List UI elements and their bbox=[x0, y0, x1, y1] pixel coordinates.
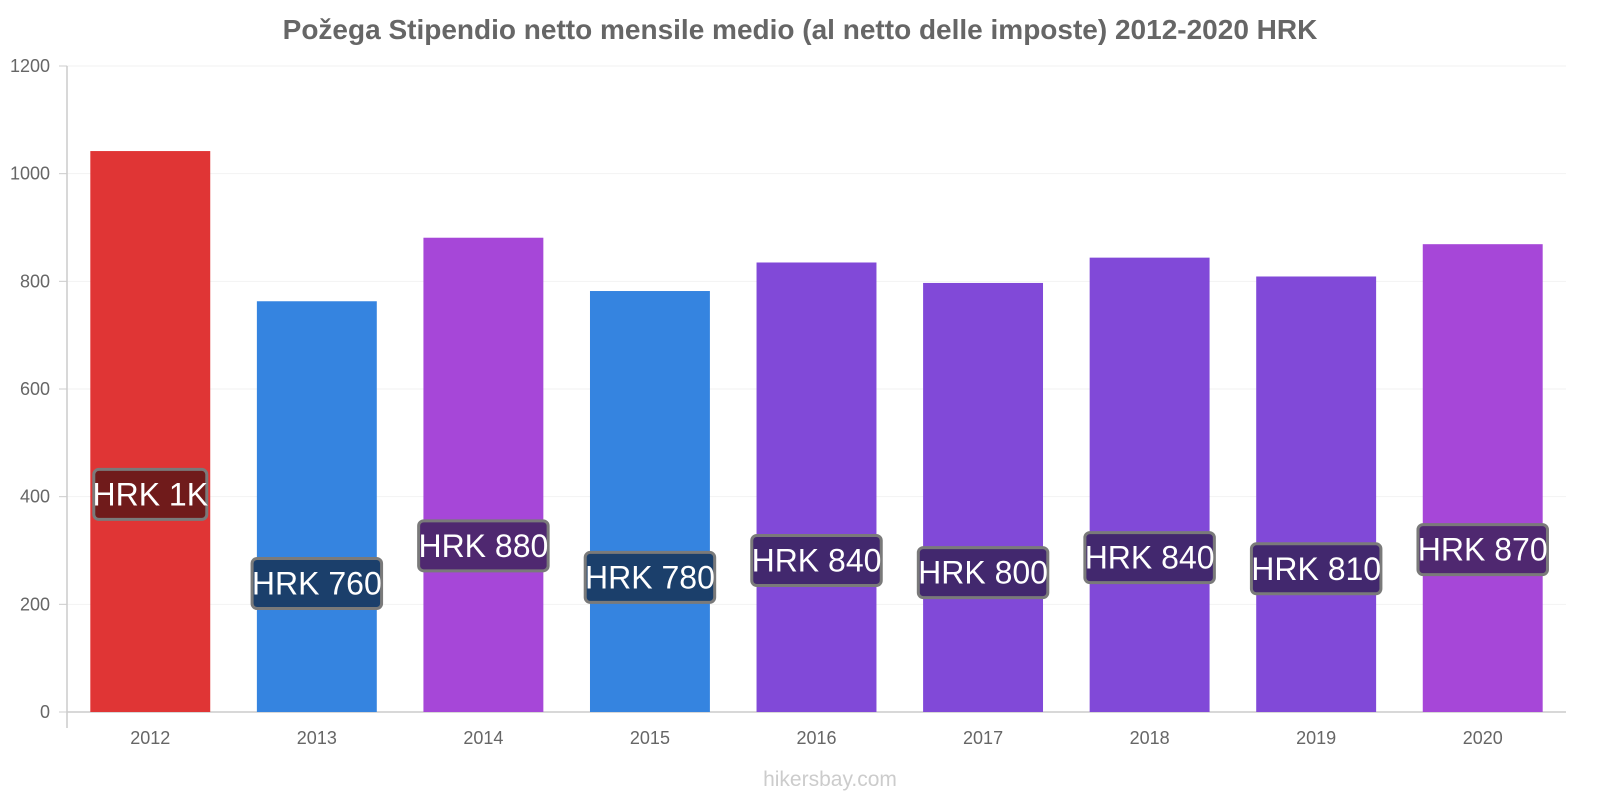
data-labels: HRK 1K HRK 760 HRK 880 HRK 780 HRK 840 HRK 80… bbox=[92, 467, 1549, 610]
bar-2020 bbox=[1422, 244, 1543, 712]
y-tick-label: 600 bbox=[20, 379, 50, 399]
data-label-box bbox=[417, 519, 550, 573]
y-tick-label: 0 bbox=[40, 702, 50, 722]
y-tick-label: 1200 bbox=[10, 56, 50, 76]
bar-2014 bbox=[423, 237, 544, 712]
data-label-box bbox=[750, 533, 883, 587]
x-tick-label: 2015 bbox=[630, 728, 670, 748]
data-label-text: HRK 810 bbox=[1251, 551, 1381, 587]
data-label: HRK 880 bbox=[417, 519, 550, 573]
data-label-text: HRK 800 bbox=[918, 555, 1048, 591]
data-label: HRK 760 bbox=[250, 556, 384, 610]
x-tick-label: 2017 bbox=[963, 728, 1003, 748]
data-label-box bbox=[583, 550, 717, 604]
x-tick-label: 2014 bbox=[463, 728, 503, 748]
y-tick-label: 200 bbox=[20, 594, 50, 614]
x-tick-label: 2013 bbox=[297, 728, 337, 748]
data-label-text: HRK 870 bbox=[1418, 532, 1548, 568]
data-label-box bbox=[1249, 542, 1383, 596]
bar-2018 bbox=[1089, 257, 1210, 712]
y-tick-label: 1000 bbox=[10, 164, 50, 184]
data-label: HRK 810 bbox=[1249, 542, 1383, 596]
data-label-box bbox=[250, 556, 384, 610]
watermark: hikersbay.com bbox=[763, 768, 897, 791]
data-label-text: HRK 880 bbox=[418, 528, 548, 564]
data-label: HRK 840 bbox=[1083, 531, 1216, 585]
data-label-box bbox=[916, 546, 1050, 600]
data-label-text: HRK 1K bbox=[92, 476, 208, 512]
data-label: HRK 780 bbox=[583, 550, 717, 604]
axes: 0 200 400 600 800 1000 1200 2012 2013 2014 2015 201… bbox=[10, 56, 1566, 748]
chart-title: Požega Stipendio netto mensile medio (al… bbox=[282, 14, 1318, 45]
bar-2012 bbox=[90, 151, 211, 713]
data-label-text: HRK 760 bbox=[252, 565, 382, 601]
data-label-text: HRK 840 bbox=[752, 542, 882, 578]
data-label-text: HRK 780 bbox=[585, 559, 715, 595]
bars bbox=[90, 151, 1543, 713]
x-tick-label: 2018 bbox=[1130, 728, 1170, 748]
x-tick-label: 2012 bbox=[130, 728, 170, 748]
bar-2019 bbox=[1256, 276, 1377, 712]
data-label-text: HRK 840 bbox=[1085, 540, 1215, 576]
bar-2017 bbox=[923, 282, 1044, 712]
data-label-box bbox=[1083, 531, 1216, 585]
x-tick-label: 2020 bbox=[1463, 728, 1503, 748]
x-tick-label: 2019 bbox=[1296, 728, 1336, 748]
data-label: HRK 1K bbox=[92, 467, 209, 521]
bar-2016 bbox=[756, 262, 877, 712]
data-label: HRK 840 bbox=[750, 533, 883, 587]
x-tick-label: 2016 bbox=[796, 728, 836, 748]
bar-2015 bbox=[589, 291, 710, 712]
data-label: HRK 870 bbox=[1416, 523, 1549, 577]
data-label-box bbox=[92, 467, 209, 521]
bar-2013 bbox=[256, 301, 377, 712]
data-label: HRK 800 bbox=[916, 546, 1050, 600]
y-tick-label: 800 bbox=[20, 271, 50, 291]
data-label-box bbox=[1416, 523, 1549, 577]
y-tick-label: 400 bbox=[20, 487, 50, 507]
